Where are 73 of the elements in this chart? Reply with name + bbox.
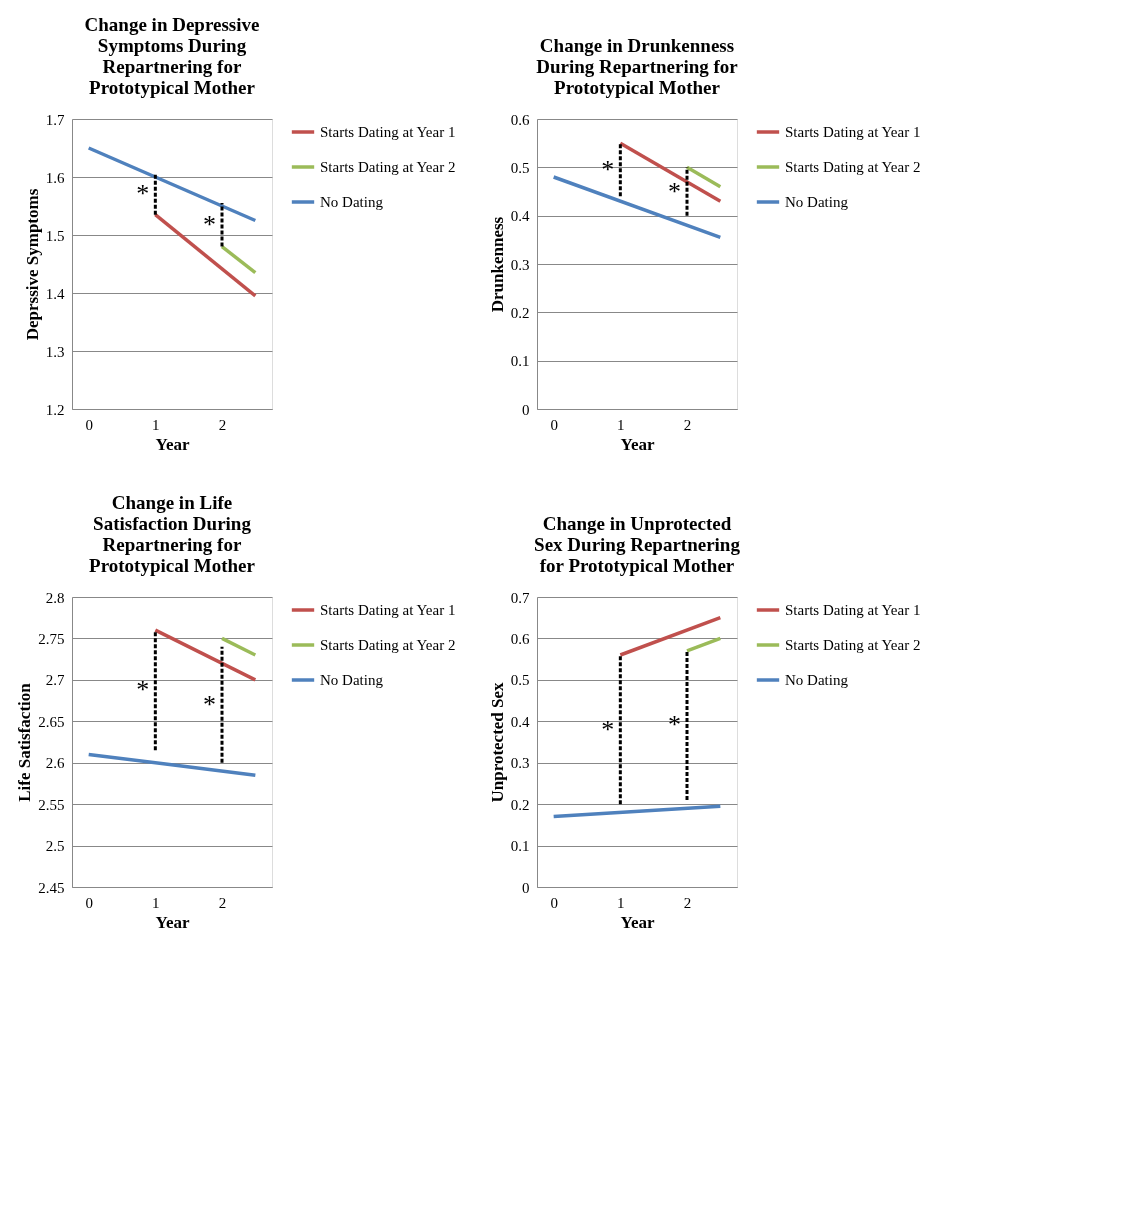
y-tick-label: 2.8 [45, 589, 65, 606]
y-tick-label: 0.1 [510, 353, 530, 370]
y-tick-label: 0.5 [510, 159, 530, 176]
chart-title: Change in Unprotected Sex During Repartnering for Prototypical Mother [534, 513, 741, 576]
y-tick-label: 2.6 [45, 755, 65, 772]
x-tick-label: 1 [152, 894, 160, 911]
y-tick-label: 0.3 [510, 755, 530, 772]
y-tick-label: 1.7 [45, 111, 65, 128]
y-tick-label: 2.75 [38, 630, 65, 647]
x-tick-label: 2 [218, 416, 227, 433]
y-tick-label: 0.2 [510, 304, 530, 321]
x-tick-label: 1 [152, 416, 160, 433]
y-tick-label: 0 [522, 401, 530, 418]
x-tick-label: 0 [550, 416, 558, 433]
legend-label: Starts Dating at Year 2 [320, 159, 456, 175]
y-tick-label: 2.5 [45, 838, 65, 855]
annotation: * [203, 209, 216, 239]
chart-title: Change in Life Satisfaction During Repartnering for Prototypical Mother [89, 492, 256, 576]
y-tick-label: 1.6 [45, 169, 65, 186]
chart-title: Change in Drunkenness During Repartnering for Prototypical Mother [536, 35, 739, 98]
legend-label: Starts Dating at Year 2 [785, 637, 921, 653]
y-tick-label: 1.3 [45, 343, 65, 360]
x-axis-title: Year [620, 434, 655, 454]
x-axis-title: Year [620, 912, 655, 932]
y-tick-label: 1.4 [45, 285, 65, 302]
y-tick-label: 0.3 [510, 256, 530, 273]
annotation: * [136, 179, 150, 209]
legend-label: Starts Dating at Year 2 [320, 637, 456, 653]
annotation: * [203, 689, 216, 719]
x-tick-label: 0 [550, 894, 558, 911]
x-tick-label: 1 [617, 416, 625, 433]
y-tick-label: 1.5 [45, 227, 65, 244]
y-tick-label: 2.55 [38, 796, 65, 813]
legend-label: Starts Dating at Year 1 [785, 124, 921, 140]
chart-title: Change in Depressive Symptoms During Repartnering for Prototypical Mother [84, 14, 260, 98]
legend-label: Starts Dating at Year 1 [320, 602, 456, 618]
legend-label: Starts Dating at Year 1 [785, 602, 921, 618]
legend-label: Starts Dating at Year 2 [785, 159, 921, 175]
y-tick-label: 0.6 [510, 111, 530, 128]
annotation: * [136, 675, 150, 705]
x-axis-title: Year [155, 434, 190, 454]
y-tick-label: 1.2 [45, 401, 65, 418]
y-tick-label: 2.45 [38, 879, 65, 896]
annotation: * [601, 714, 615, 744]
y-tick-label: 0.5 [510, 672, 530, 689]
legend-label: Starts Dating at Year 1 [320, 124, 456, 140]
y-tick-label: 2.7 [45, 672, 65, 689]
y-tick-label: 0.7 [510, 589, 530, 606]
x-tick-label: 2 [683, 894, 692, 911]
legend-label: No Dating [320, 672, 384, 688]
x-axis-title: Year [155, 912, 190, 932]
x-tick-label: 2 [683, 416, 692, 433]
y-tick-label: 2.65 [38, 713, 65, 730]
y-tick-label: 0 [522, 879, 530, 896]
annotation: * [668, 176, 681, 206]
y-tick-label: 0.4 [510, 713, 530, 730]
legend-label: No Dating [785, 672, 849, 688]
y-axis-title: Unprotected Sex [487, 681, 507, 803]
x-tick-label: 0 [85, 416, 93, 433]
y-tick-label: 0.6 [510, 630, 530, 647]
legend-label: No Dating [320, 194, 384, 210]
y-axis-title: Drunkenness [487, 216, 507, 313]
legend-label: No Dating [785, 194, 849, 210]
y-tick-label: 0.2 [510, 796, 530, 813]
x-tick-label: 0 [85, 894, 93, 911]
x-tick-label: 2 [218, 894, 227, 911]
y-tick-label: 0.4 [510, 208, 530, 225]
annotation: * [601, 154, 615, 184]
y-axis-title: Life Satisfaction [15, 682, 35, 802]
annotation: * [668, 710, 681, 740]
y-axis-title: Deprssive Symptoms [22, 188, 42, 341]
y-tick-label: 0.1 [510, 838, 530, 855]
x-tick-label: 1 [617, 894, 625, 911]
